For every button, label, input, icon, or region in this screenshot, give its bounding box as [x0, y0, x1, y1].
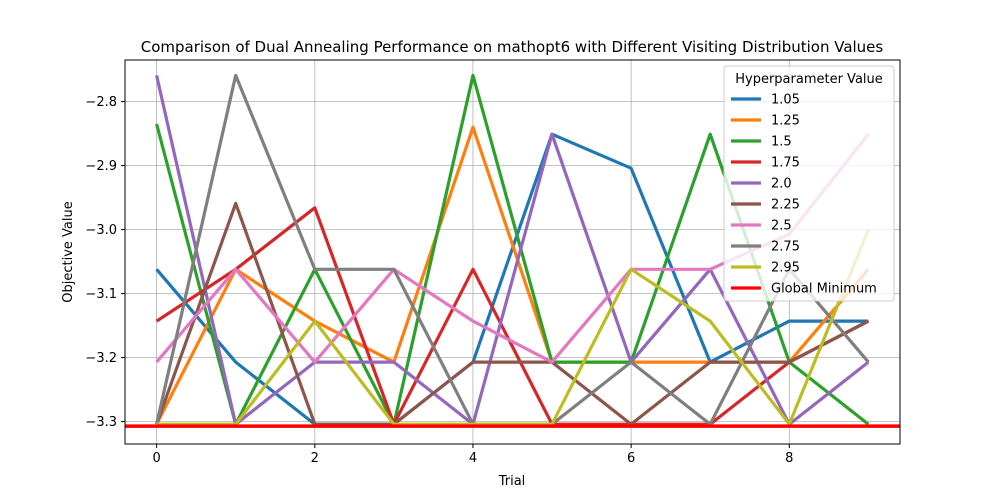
y-axis-ticks: −2.8 −2.9 −3.0 −3.1 −3.2 −3.3: [85, 95, 125, 430]
x-tick-label: 2: [311, 451, 319, 466]
legend-label: 2.5: [771, 219, 792, 234]
series-lines: [155, 73, 870, 426]
y-tick-label: −3.1: [85, 287, 117, 302]
legend-label: 1.25: [771, 114, 800, 129]
x-axis-label: Trial: [498, 474, 526, 489]
legend-label: 2.95: [771, 261, 800, 276]
plot-frame: [124, 59, 901, 445]
y-tick-label: −3.2: [85, 351, 117, 366]
x-tick-label: 0: [152, 451, 160, 466]
x-tick-label: 8: [785, 451, 793, 466]
legend-label: 1.05: [771, 93, 800, 108]
x-tick-label: 4: [469, 451, 477, 466]
y-tick-label: −3.0: [85, 223, 117, 238]
legend-items: 1.05 1.25 1.5 1.75 2.0 2.25 2.5 2.75 2.95 Global …: [731, 93, 877, 297]
legend-label: 1.5: [771, 135, 792, 150]
legend-title: Hyperparameter Value: [735, 72, 883, 87]
x-axis-ticks: 0 2 4 6 8: [152, 444, 793, 466]
chart-title: Comparison of Dual Annealing Performance…: [141, 38, 884, 56]
legend-label: Global Minimum: [771, 282, 877, 297]
x-tick-label: 6: [627, 451, 635, 466]
y-tick-label: −3.3: [85, 415, 117, 430]
legend-box: [723, 65, 895, 302]
legend-label: 1.75: [771, 156, 800, 171]
legend-label: 2.75: [771, 240, 800, 255]
legend-label: 2.0: [771, 177, 792, 192]
y-axis-label: Objective Value: [61, 201, 76, 302]
series-line-2.95: [156, 228, 870, 426]
legend-label: 2.25: [771, 198, 800, 213]
y-tick-label: −2.8: [85, 95, 117, 110]
legend: Hyperparameter Value 1.05 1.25 1.5 1.75 2.0 2…: [723, 65, 895, 302]
series-line-1.75: [155, 206, 870, 426]
y-tick-label: −2.9: [85, 159, 117, 174]
